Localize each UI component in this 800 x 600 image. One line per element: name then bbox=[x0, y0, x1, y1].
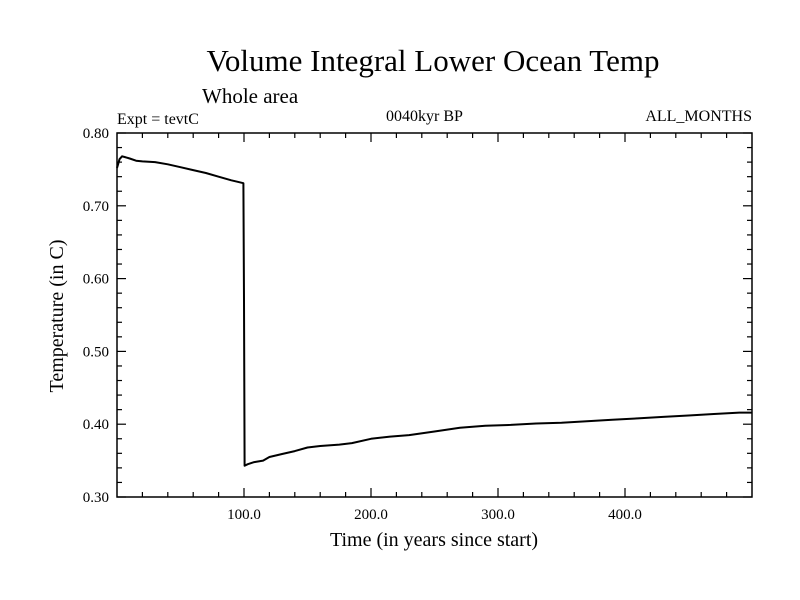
y-tick-label: 0.80 bbox=[83, 126, 109, 142]
axis-ticks bbox=[117, 132, 752, 498]
y-tick-label: 0.60 bbox=[83, 272, 109, 288]
chart-title: Volume Integral Lower Ocean Temp bbox=[207, 43, 660, 78]
period-label: 0040kyr BP bbox=[386, 108, 463, 125]
x-tick-label: 300.0 bbox=[481, 507, 515, 523]
experiment-label: Expt = tevtC bbox=[117, 111, 199, 128]
series-line-temperature bbox=[116, 155, 752, 467]
months-label: ALL_MONTHS bbox=[645, 108, 752, 125]
plot-frame bbox=[116, 132, 753, 498]
x-tick-label: 400.0 bbox=[608, 507, 642, 523]
x-tick-label: 100.0 bbox=[227, 507, 261, 523]
x-axis-label: Time (in years since start) bbox=[330, 529, 538, 551]
y-tick-label: 0.30 bbox=[83, 490, 109, 506]
tick-labels: 100.0 200.0 300.0 400.0 0.30 0.40 0.50 0.60 0.70… bbox=[83, 126, 642, 523]
x-tick-label: 200.0 bbox=[354, 507, 388, 523]
y-tick-label: 0.40 bbox=[83, 417, 109, 433]
y-tick-label: 0.70 bbox=[83, 199, 109, 215]
chart-subtitle: Whole area bbox=[202, 84, 299, 108]
y-tick-label: 0.50 bbox=[83, 344, 109, 360]
y-axis-label: Temperature (in C) bbox=[46, 240, 68, 393]
